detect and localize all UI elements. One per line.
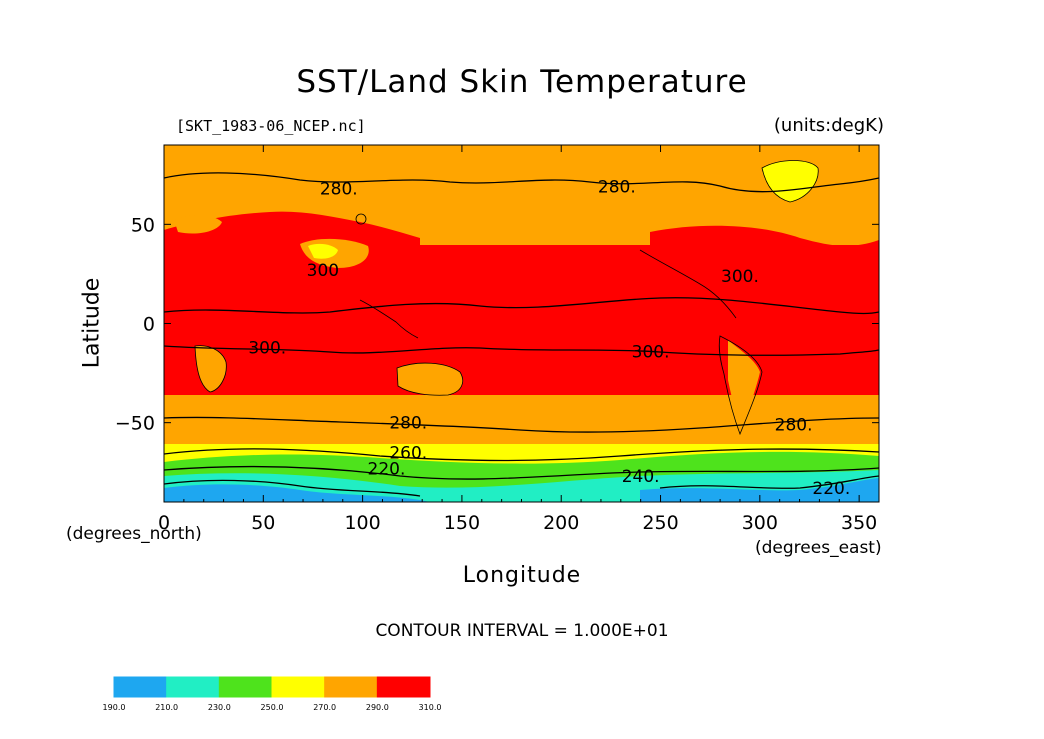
- contour-label: 300.: [248, 338, 286, 358]
- contour-lines: [164, 172, 879, 497]
- contour-300-south: [164, 345, 879, 356]
- contour-280-south: [164, 416, 879, 433]
- colorbar-swatch: [218, 676, 273, 698]
- colorbar: 190.0 210.0 230.0 250.0 270.0 290.0 310.0: [103, 676, 442, 712]
- x-tick-label: 300: [742, 512, 778, 534]
- contour-label: 300.: [632, 342, 670, 362]
- contour-label: 300: [307, 261, 339, 281]
- colorbar-tick-label: 270.0: [313, 703, 336, 712]
- x-tick-label: 150: [444, 512, 480, 534]
- y-tick-label: −50: [115, 413, 155, 435]
- south-america-region: [728, 340, 760, 430]
- contour-280-north: [164, 172, 879, 193]
- contour-interval-label: CONTOUR INTERVAL = 1.000E+01: [375, 621, 669, 641]
- contour-label: 280.: [598, 178, 636, 198]
- band-290-310-tropics: [164, 245, 879, 395]
- contour-label: 240.: [622, 467, 660, 487]
- tibet-cold-region: [308, 243, 338, 259]
- band-190-210-west: [164, 484, 430, 502]
- contour-260: [164, 448, 879, 462]
- x-tick-label: 350: [841, 512, 877, 534]
- maritime-continent-coastline: [359, 299, 419, 339]
- contour-220-west: [164, 479, 421, 497]
- x-tick-label: 100: [344, 512, 380, 534]
- contour-label: 220.: [812, 479, 850, 499]
- caspian-sea-outline: [355, 213, 367, 225]
- y-axis-ticks: 50 0 −50: [115, 214, 879, 435]
- contour-label: 280.: [389, 414, 427, 434]
- eurasia-warm-region: [164, 211, 420, 250]
- units-label: (units:degK): [773, 115, 884, 136]
- colorbar-tick-label: 230.0: [208, 703, 231, 712]
- y-tick-label: 0: [143, 314, 155, 336]
- europe-cool-region: [174, 215, 222, 234]
- colorbar-swatch: [324, 676, 378, 698]
- temperature-field: [164, 145, 879, 502]
- band-190-210-east: [640, 478, 879, 502]
- greenland-coastline: [761, 160, 819, 203]
- x-tick-label: 250: [642, 512, 678, 534]
- colorbar-swatch: [113, 676, 168, 698]
- x-axis-title: Longitude: [462, 563, 582, 588]
- contour-label: 220.: [368, 459, 406, 479]
- x-units-label: (degrees_east): [755, 538, 882, 558]
- south-america-coastline: [718, 335, 763, 436]
- plot-title: SST/Land Skin Temperature: [296, 64, 748, 100]
- colorbar-tick-label: 290.0: [366, 703, 389, 712]
- contour-label: 300.: [721, 267, 759, 287]
- colorbar-tick-label: 250.0: [261, 703, 284, 712]
- contour-label: 280.: [775, 416, 813, 436]
- colorbar-tick-label: 210.0: [155, 703, 178, 712]
- colorbar-swatch: [376, 676, 431, 698]
- coastlines: [194, 160, 819, 436]
- x-tick-label: 0: [158, 512, 170, 534]
- x-tick-label: 50: [251, 512, 275, 534]
- x-axis-ticks: 0 50 100 150 200 250 300 350: [158, 145, 877, 534]
- colorbar-tick-label: 310.0: [419, 703, 442, 712]
- contour-220-east: [659, 475, 879, 489]
- contour-300-north: [164, 297, 879, 315]
- africa-coastline: [194, 345, 227, 393]
- colorbar-tick-label: 190.0: [103, 703, 126, 712]
- source-file-label: [SKT_1983-06_NCEP.nc]: [176, 117, 366, 135]
- x-tick-label: 200: [543, 512, 579, 534]
- australia-coastline: [396, 362, 464, 396]
- contour-240: [164, 465, 879, 480]
- colorbar-swatch: [166, 676, 220, 698]
- north-america-warm-region: [650, 225, 879, 255]
- australia-region: [397, 363, 463, 396]
- central-america-coastline: [639, 249, 737, 319]
- contour-label: 260.: [389, 443, 427, 463]
- y-units-label: (degrees_north): [66, 524, 202, 544]
- southern-africa-region: [195, 345, 227, 392]
- y-tick-label: 50: [131, 214, 155, 236]
- contour-labels: 280. 280.300 300.300. 300.280. 280.260.220. 2…: [248, 178, 850, 499]
- contour-label: 280.: [320, 180, 358, 200]
- colorbar-swatch: [271, 676, 326, 698]
